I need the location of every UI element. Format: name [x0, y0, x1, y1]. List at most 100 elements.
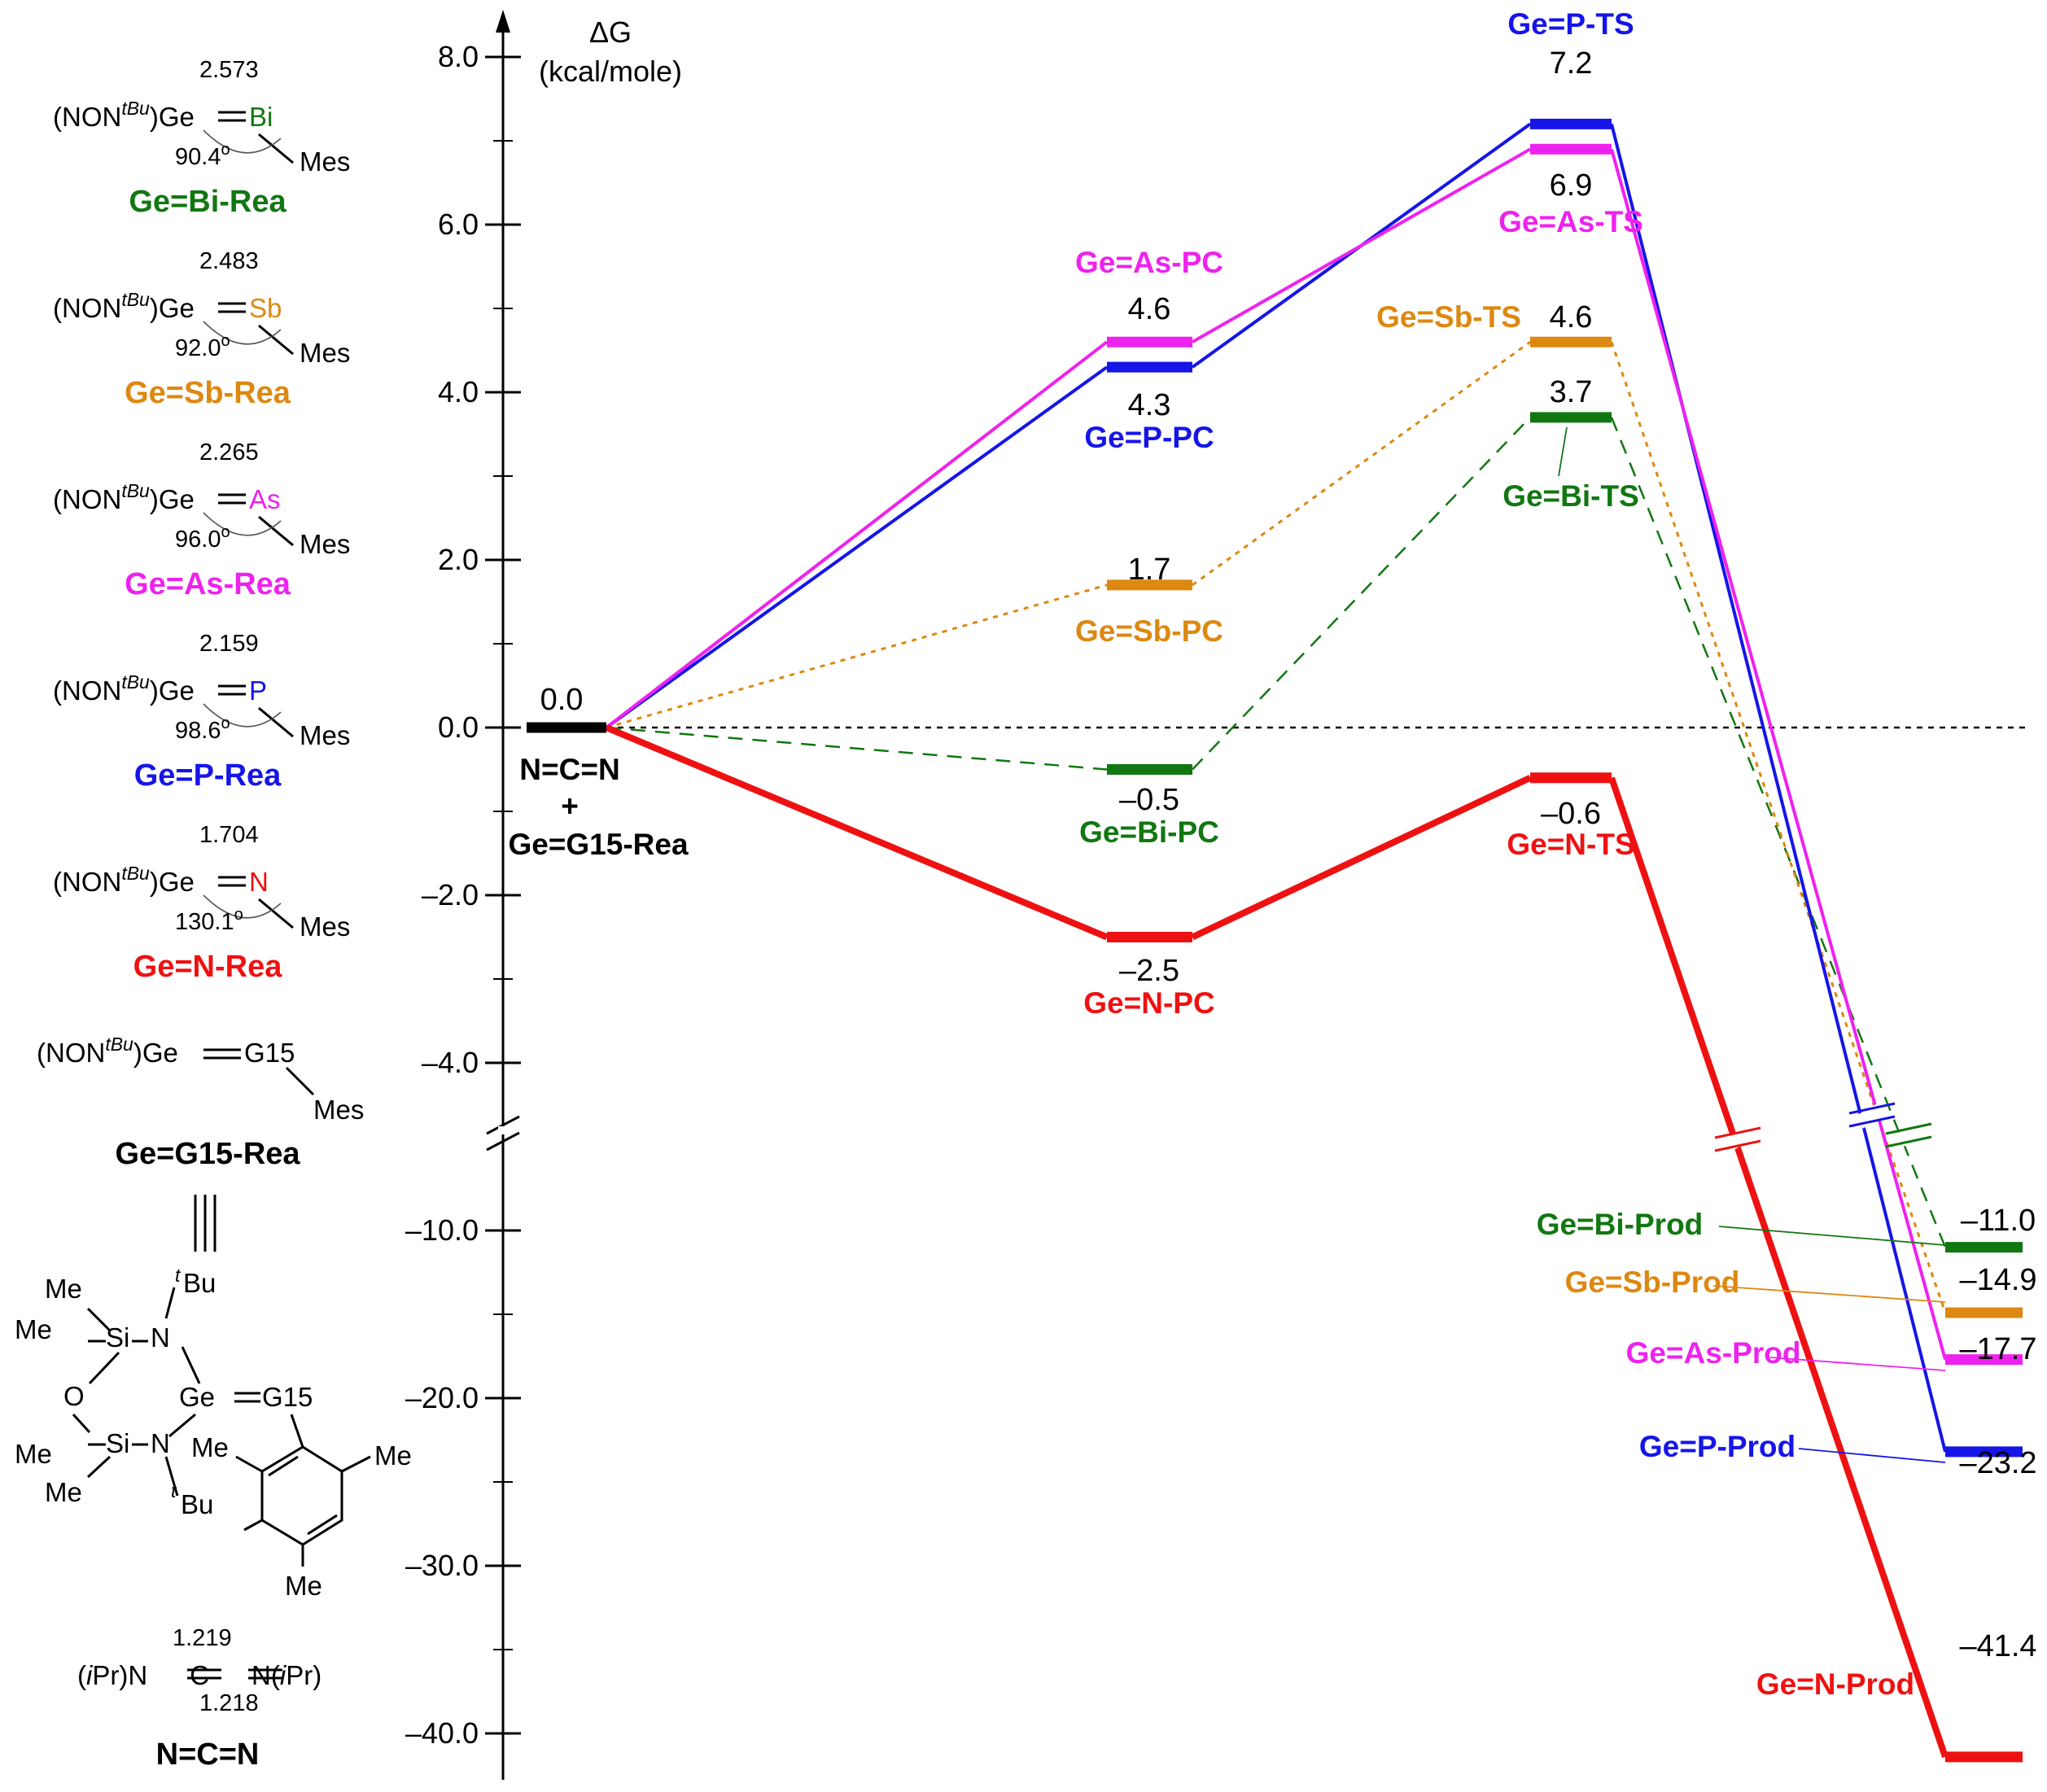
bond-length-bottom: 1.218 [199, 1690, 259, 1716]
bond-angle: 90.4o [175, 141, 230, 170]
label-ge-as-name: Ge=As-PC [1075, 246, 1223, 279]
reactant-name: Ge=G15-Rea [115, 1137, 300, 1171]
leader-line [1558, 426, 1568, 477]
label-ge-as-value: 6.9 [1550, 168, 1593, 203]
t-label: t [175, 1265, 182, 1286]
me-label: Me [191, 1432, 229, 1462]
ipr-i: i [280, 1660, 287, 1690]
reactant-name: Ge=P-Rea [134, 758, 282, 793]
reactant-formula: (NONtBu)Ge [53, 480, 195, 514]
connector-ge-p [605, 365, 1109, 729]
label-ge-p-value: 4.3 [1128, 388, 1171, 422]
bond-length: 2.159 [199, 631, 259, 657]
label-ge-sb-name: Ge=Sb-TS [1376, 300, 1521, 334]
y-tick-label: –10.0 [405, 1213, 479, 1247]
bond-length: 2.265 [199, 439, 259, 465]
connector-ge-sb [606, 583, 1108, 729]
ligand-sup: tBu [121, 863, 150, 884]
connector-ge-as [605, 340, 1109, 729]
n-label: N [151, 1428, 170, 1458]
ligand-open: (NON [53, 102, 121, 132]
y-axis-arrow [496, 10, 510, 33]
reactant-name: Ge=N-Rea [133, 950, 283, 984]
connector-ge-bi [1192, 417, 1531, 771]
element-symbol: As [249, 484, 281, 514]
ligand-close: )Ge [150, 675, 195, 706]
y-tick-label: –20.0 [405, 1381, 479, 1414]
o-label: O [63, 1381, 85, 1411]
bond-angle: 92.0o [175, 332, 230, 361]
axis-break-mark [486, 1115, 520, 1135]
y-tick-label: 6.0 [438, 208, 479, 241]
label-ge-sb-value: –14.9 [1959, 1263, 2036, 1297]
paren-close: ) [313, 1660, 321, 1690]
connector-ge-bi [1610, 417, 1947, 1248]
ipr-pr: Pr [286, 1660, 313, 1690]
connector-ge-as [1610, 148, 1947, 1361]
ligand-sup: tBu [121, 98, 150, 119]
mes-label: Mes [300, 146, 350, 177]
leader-line [1712, 1285, 1946, 1303]
connector-ge-sb [1192, 340, 1531, 587]
mes-label: Mes [300, 911, 350, 942]
reactant-name: Ge=As-Rea [125, 567, 291, 601]
y-tick-label: 4.0 [438, 375, 479, 409]
connector-ge-n [1608, 776, 1949, 1759]
element-symbol: Bi [249, 102, 273, 132]
y-tick-label: 0.0 [438, 710, 479, 744]
label-ge-n-value: –41.4 [1959, 1629, 2036, 1663]
y-tick-label: –2.0 [422, 878, 479, 911]
reactant-label: Ge=G15-Rea [508, 828, 689, 861]
reactant-name: Ge=Bi-Rea [129, 185, 286, 219]
reactant-label: + [561, 789, 579, 823]
label-ge-n-value: –2.5 [1119, 954, 1179, 988]
label-ge-n-name: Ge=N-TS [1507, 828, 1634, 861]
energy-chart: 8.0 6.0 4.0 2.0 0.0 –2.0 –4.0 –10.0 –20.0 –30.0 –4… [405, 7, 2037, 1780]
ipr-pr: Pr [92, 1660, 119, 1690]
ligand-open: (NON [53, 675, 121, 706]
reactant-label: N=C=N [519, 753, 619, 786]
element-symbol: N [249, 867, 269, 897]
ligand-sup: tBu [121, 671, 150, 693]
ligand-close: )Ge [150, 102, 195, 132]
ge-g15-skeletal-structure [72, 1195, 371, 1567]
label-ge-p-value: 7.2 [1550, 46, 1593, 81]
t-label: t [171, 1480, 177, 1501]
label-ge-sb-value: 1.7 [1128, 553, 1171, 587]
bond-length: 1.704 [199, 822, 259, 848]
label-ge-as-name: Ge=As-TS [1498, 205, 1643, 238]
element-symbol: G15 [244, 1038, 295, 1068]
mes-label: Mes [300, 720, 350, 750]
label-ge-p-name: Ge=P-PC [1084, 421, 1214, 454]
ligand-close: )Ge [150, 293, 195, 323]
label-ge-sb-name: Ge=Sb-PC [1075, 614, 1223, 648]
connector-ge-sb [1610, 341, 1947, 1313]
ligand-open: (NON [53, 484, 121, 514]
si-label: Si [106, 1322, 129, 1353]
label-ge-bi-value: –0.5 [1119, 783, 1179, 817]
reactant-structure-generic: (NONtBu)Ge G15 Mes Ge=G15-Rea [37, 1034, 364, 1171]
reactant-formula: (NONtBu)Ge [53, 671, 195, 706]
bond-length: 2.573 [199, 57, 259, 83]
y-tick-label: 8.0 [438, 40, 479, 73]
bu-label: Bu [181, 1489, 213, 1519]
mes-label: Mes [300, 529, 350, 559]
right-n: N( [252, 1660, 280, 1690]
reactant-formula: (NONtBu)Ge [53, 289, 195, 323]
ligand-close: )Ge [150, 867, 195, 897]
label-ge-as-value: 4.6 [1128, 292, 1171, 326]
leader-line [1718, 1226, 1946, 1246]
label-ge-sb-name: Ge=Sb-Prod [1565, 1265, 1740, 1299]
ipr-i: i [86, 1660, 94, 1690]
ligand-open: (NON [53, 293, 121, 323]
carbodiimide-name: N=C=N [156, 1737, 260, 1772]
me-label: Me [15, 1439, 52, 1469]
y-axis-title: ΔG [589, 15, 632, 49]
y-tick-label: 2.0 [438, 543, 479, 576]
y-tick-label: –40.0 [405, 1716, 479, 1750]
ge-g15-skeletal-labels: Me Me Si N t Bu O Ge G15 Si N Me Me Me M… [15, 1265, 412, 1601]
connector-ge-n [1191, 775, 1532, 941]
